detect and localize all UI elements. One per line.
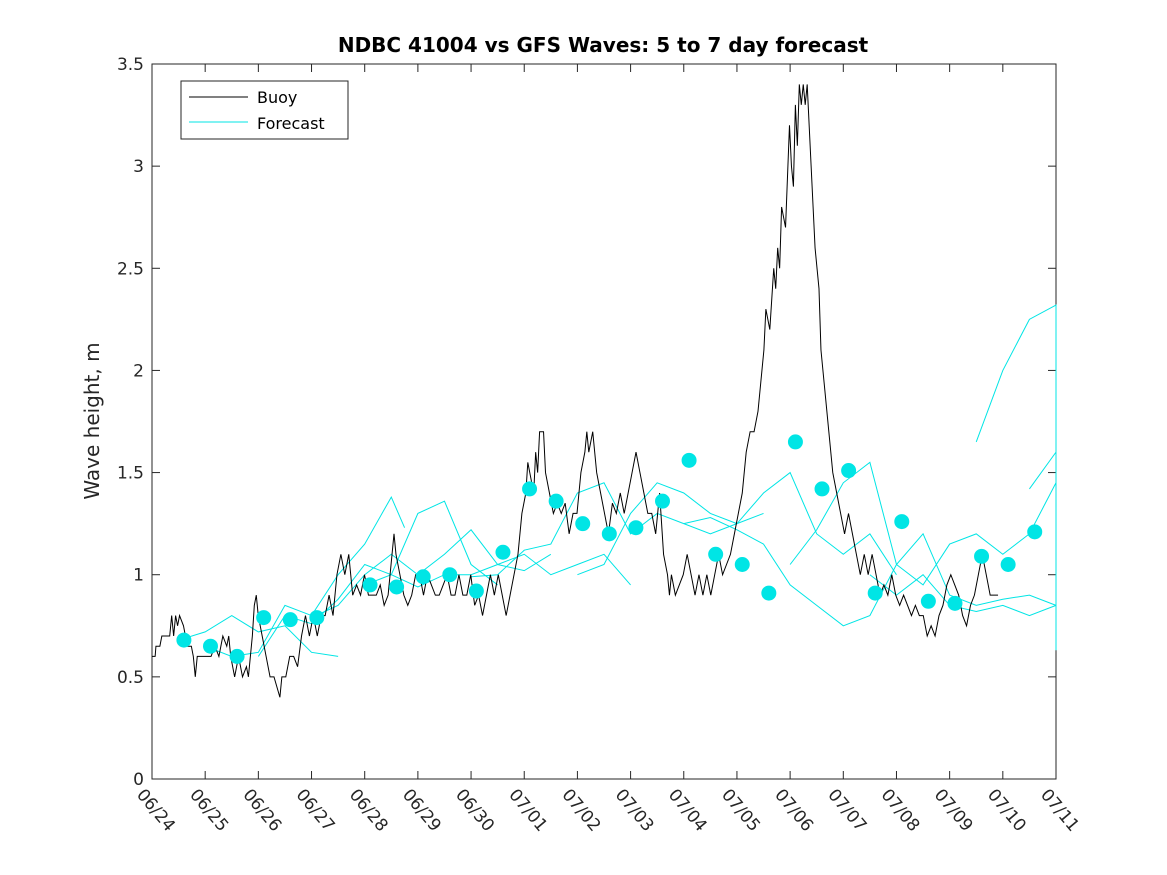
y-tick-label: 3 bbox=[133, 157, 144, 177]
legend: Buoy Forecast bbox=[180, 80, 349, 140]
forecast-marker-11 bbox=[468, 583, 484, 599]
y-tick-label: 1 bbox=[133, 566, 144, 586]
forecast-marker-24 bbox=[814, 481, 830, 497]
y-axis: 0 0.5 1 1.5 2 2.5 3 3.5 bbox=[117, 55, 1056, 790]
forecast-marker-23 bbox=[787, 434, 803, 450]
forecast-marker-31 bbox=[1000, 557, 1016, 572]
forecast-marker-29 bbox=[947, 595, 963, 611]
forecast-marker-28 bbox=[920, 593, 936, 609]
y-tick-label: 1.5 bbox=[117, 464, 144, 484]
forecast-marker-12 bbox=[495, 544, 511, 560]
forecast-marker-1 bbox=[176, 632, 192, 648]
forecast-marker-25 bbox=[841, 463, 857, 479]
forecast-marker-8 bbox=[389, 579, 405, 595]
forecast-marker-14 bbox=[548, 493, 564, 509]
marker-layer bbox=[176, 434, 1043, 664]
forecast-marker-19 bbox=[681, 452, 697, 468]
forecast-line-1 bbox=[178, 614, 339, 657]
forecast-marker-30 bbox=[974, 548, 990, 564]
forecast-marker-21 bbox=[734, 557, 750, 572]
legend-box bbox=[180, 80, 349, 140]
forecast-line-7 bbox=[577, 471, 897, 576]
plot-area: 00.511.522.533.5 06/24 06/25 06/26 06/27 06/… bbox=[117, 55, 1083, 836]
chart-title: NDBC 41004 vs GFS Waves: 5 to 7 day fore… bbox=[338, 33, 869, 57]
y-tick-label: 0 bbox=[133, 770, 144, 790]
y-axis-label: Wave height, m bbox=[80, 342, 104, 499]
forecast-marker-4 bbox=[256, 610, 272, 626]
forecast-line-8 bbox=[683, 516, 1057, 627]
y-tick-label: 2 bbox=[133, 361, 144, 381]
forecast-marker-20 bbox=[708, 546, 724, 562]
legend-label-forecast: Forecast bbox=[257, 114, 325, 133]
forecast-marker-3 bbox=[229, 648, 245, 664]
y-tick-label: 0.5 bbox=[117, 668, 144, 688]
buoy-line bbox=[152, 84, 999, 698]
forecast-line-5 bbox=[364, 553, 631, 588]
plot-frame bbox=[151, 63, 1057, 780]
forecast-marker-2 bbox=[202, 638, 218, 654]
forecast-marker-7 bbox=[362, 577, 378, 593]
forecast-marker-13 bbox=[522, 481, 538, 497]
forecast-marker-5 bbox=[282, 612, 298, 628]
forecast-marker-17 bbox=[628, 520, 644, 536]
forecast-marker-10 bbox=[442, 567, 458, 583]
y-tick-label: 3.5 bbox=[117, 55, 144, 75]
forecast-marker-15 bbox=[575, 516, 591, 532]
forecast-line-3 bbox=[257, 500, 498, 657]
forecast-marker-18 bbox=[654, 493, 670, 509]
forecast-marker-32 bbox=[1027, 524, 1043, 540]
forecast-line-4 bbox=[311, 529, 552, 619]
forecast-marker-9 bbox=[415, 569, 431, 585]
forecast-marker-16 bbox=[601, 526, 617, 542]
forecast-marker-22 bbox=[761, 585, 777, 601]
forecast-marker-26 bbox=[867, 585, 883, 601]
series-layer bbox=[152, 84, 1057, 698]
y-tick-label: 2.5 bbox=[117, 259, 144, 279]
forecast-marker-6 bbox=[309, 610, 325, 626]
legend-label-buoy: Buoy bbox=[257, 88, 297, 107]
forecast-marker-27 bbox=[894, 514, 910, 530]
